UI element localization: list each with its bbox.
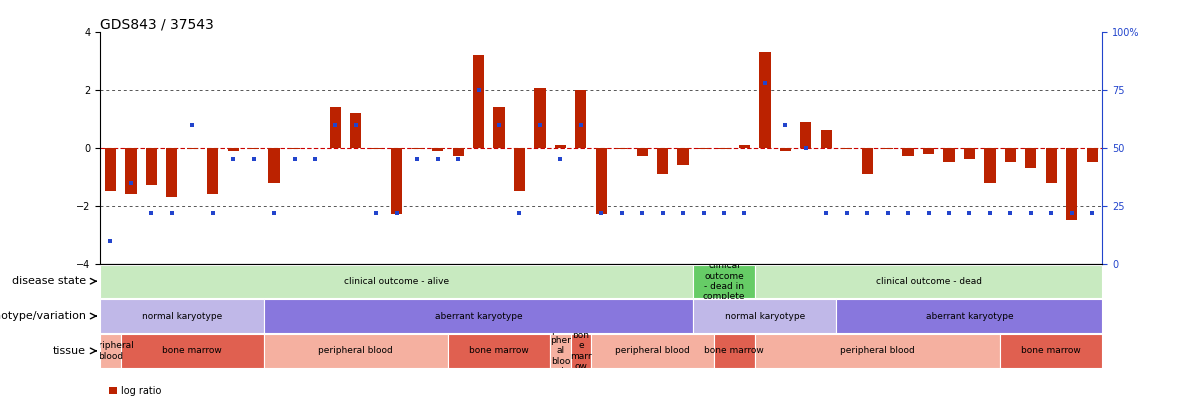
Text: bone marrow: bone marrow (469, 346, 529, 355)
Bar (713, 334, 755, 367)
Text: bone marrow: bone marrow (704, 346, 764, 355)
Bar (657, 148, 668, 174)
Text: tissue: tissue (53, 346, 86, 356)
Bar (370, 148, 382, 149)
Bar (248, 148, 259, 149)
Text: GDS843 / 37543: GDS843 / 37543 (100, 18, 213, 32)
Bar (534, 88, 546, 148)
Bar (693, 265, 755, 298)
Text: clinical outcome - dead: clinical outcome - dead (876, 277, 982, 286)
Bar (678, 148, 689, 165)
Bar (289, 148, 301, 149)
Bar (228, 148, 239, 150)
Bar (801, 122, 811, 148)
Bar (146, 148, 157, 185)
Bar (125, 148, 137, 194)
Bar (555, 145, 566, 148)
Bar (617, 148, 627, 149)
Text: aberrant karyotype: aberrant karyotype (926, 312, 1013, 320)
Bar (882, 148, 894, 149)
Text: peripheral blood: peripheral blood (318, 346, 394, 355)
Bar (1000, 334, 1102, 367)
Bar (330, 107, 341, 148)
Bar (208, 148, 218, 194)
Bar (1005, 148, 1016, 162)
Text: clinical outcome - alive: clinical outcome - alive (344, 277, 449, 286)
Text: peripheral
blood: peripheral blood (87, 341, 133, 361)
Bar (186, 148, 198, 149)
Bar (984, 148, 995, 183)
Text: disease state: disease state (12, 276, 86, 286)
Bar (100, 334, 120, 367)
Bar (841, 148, 852, 149)
Bar (836, 299, 1102, 333)
Bar (166, 148, 177, 197)
Bar (1066, 148, 1078, 220)
Bar (637, 148, 647, 156)
Text: normal karyotype: normal karyotype (725, 312, 805, 320)
Bar (698, 148, 710, 149)
Bar (100, 299, 264, 333)
Bar (595, 148, 607, 215)
Text: bone marrow: bone marrow (163, 346, 222, 355)
Bar (453, 148, 463, 156)
Bar (755, 334, 1000, 367)
Bar (821, 130, 832, 148)
Bar (448, 334, 551, 367)
Bar (493, 107, 505, 148)
Bar (350, 113, 362, 148)
Bar (432, 148, 443, 150)
Bar (575, 90, 586, 148)
Bar (591, 334, 713, 367)
Bar (943, 148, 955, 162)
Bar (120, 334, 264, 367)
Bar (739, 145, 750, 148)
Text: bon
e
marr
ow: bon e marr ow (569, 331, 592, 371)
Bar (391, 148, 402, 215)
Bar (862, 148, 872, 174)
Bar (551, 334, 571, 367)
Bar (1026, 148, 1036, 168)
Bar (693, 299, 836, 333)
Bar (411, 148, 423, 149)
Legend: log ratio, percentile rank within the sample: log ratio, percentile rank within the sa… (105, 382, 290, 396)
Bar (264, 299, 693, 333)
Text: aberrant karyotype: aberrant karyotype (435, 312, 522, 320)
Bar (779, 148, 791, 150)
Bar (269, 148, 279, 183)
Text: genotype/variation: genotype/variation (0, 311, 86, 321)
Text: clinical
outcome
- dead in
complete: clinical outcome - dead in complete (703, 261, 745, 301)
Bar (902, 148, 914, 156)
Bar (105, 148, 116, 191)
Bar (1087, 148, 1098, 162)
Bar (759, 52, 771, 148)
Bar (1046, 148, 1056, 183)
Bar (100, 265, 693, 298)
Bar (264, 334, 448, 367)
Text: bone marrow: bone marrow (1021, 346, 1081, 355)
Text: normal karyotype: normal karyotype (141, 312, 222, 320)
Text: peri
pher
al
bloo
d: peri pher al bloo d (549, 326, 571, 376)
Bar (571, 334, 591, 367)
Bar (963, 148, 975, 159)
Bar (473, 55, 485, 148)
Bar (718, 148, 730, 149)
Bar (755, 265, 1102, 298)
Text: peripheral blood: peripheral blood (615, 346, 690, 355)
Bar (514, 148, 525, 191)
Bar (923, 148, 934, 154)
Text: peripheral blood: peripheral blood (839, 346, 915, 355)
